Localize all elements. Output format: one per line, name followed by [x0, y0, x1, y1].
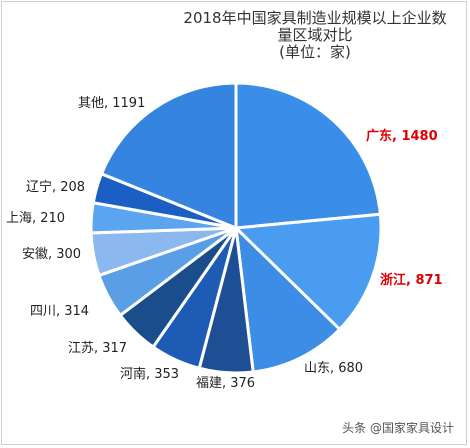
slice-label-4: 河南, 353 [120, 366, 179, 382]
watermark: 头条 @国家家具设计 [342, 421, 454, 435]
slice-label-7: 安徽, 300 [22, 247, 81, 262]
slice-label-0: 广东, 1480 [366, 128, 438, 144]
slice-label-6: 四川, 314 [30, 304, 89, 319]
pie-slice-10 [99, 81, 238, 231]
pie-slice-1 [232, 212, 383, 332]
slice-label-3: 福建, 376 [196, 376, 255, 391]
pie-slice-0 [234, 81, 382, 230]
slice-label-5: 江苏, 317 [68, 340, 127, 356]
chart-subtitle: (单位：家) [279, 43, 351, 61]
pie-slice-2 [234, 223, 342, 374]
slice-label-2: 山东, 680 [304, 361, 363, 376]
slice-label-1: 浙江, 871 [380, 272, 443, 288]
chart-title: 2018年中国家具制造业规模以上企业数量区域对比 (单位：家) [180, 10, 450, 61]
slice-label-10: 其他, 1191 [78, 96, 145, 111]
slice-label-8: 上海, 210 [6, 211, 65, 226]
slice-label-9: 辽宁, 208 [26, 179, 85, 195]
chart-title-main: 2018年中国家具制造业规模以上企业数量区域对比 [183, 9, 447, 44]
